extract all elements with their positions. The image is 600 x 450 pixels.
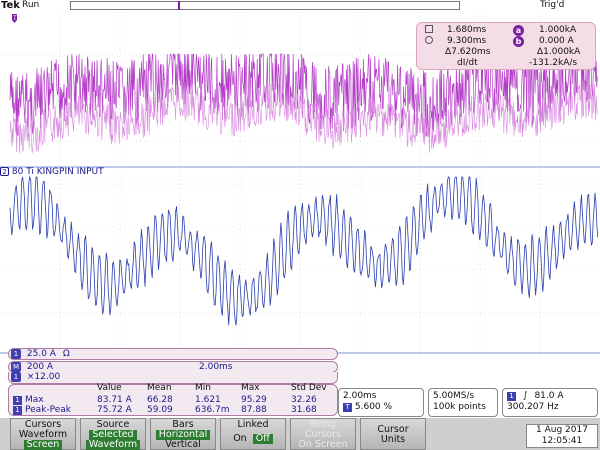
cursor-b-icon	[425, 36, 433, 44]
status-bar: Tek Run Trig'd	[0, 0, 600, 12]
softkey-menu: Cursors Waveform Screen Source Selected …	[0, 418, 600, 450]
brand-logo: Tek	[1, 0, 20, 11]
ch2-number-badge: 2	[0, 167, 9, 176]
math-scale-readout[interactable]: M 200 A 2.00ms	[8, 361, 338, 373]
trigger-state: Trig'd	[540, 0, 565, 10]
ch1-scale: 25.0 A	[26, 349, 56, 359]
math-scale: 200 A	[26, 362, 54, 372]
sample-rate: 5.00MS/s	[433, 391, 475, 401]
bring-cursors-button[interactable]: Bring Cursors On Screen	[290, 418, 356, 450]
meas-cell: 32.26	[291, 395, 317, 405]
cursor-delta-value: Δ1.000kA	[537, 47, 581, 57]
math-timescale: 2.00ms	[199, 362, 233, 372]
cursor-b-value: 0.000 A	[539, 36, 574, 46]
meas-header: Max	[241, 383, 260, 393]
meas-cell: 75.72 A	[97, 405, 132, 415]
timebase-position: 5.600 %	[354, 402, 393, 412]
trigger-frequency: 300.207 Hz	[507, 402, 559, 412]
meas-header: Min	[195, 383, 211, 393]
trigger-source-badge: 1	[507, 392, 516, 401]
run-state: Run	[22, 0, 40, 10]
meas-row-name: 1 Max	[13, 395, 44, 405]
meas-header: Value	[97, 383, 122, 393]
meas-cell: 87.88	[241, 405, 267, 415]
meas-cell: 31.68	[291, 405, 317, 415]
zoom-readout[interactable]: 1 ×12.00	[8, 372, 338, 384]
date-text: 1 Aug 2017	[536, 425, 588, 435]
cursor-a-icon	[425, 25, 433, 33]
ch1-badge: 1	[11, 349, 21, 359]
trigger-position-marker	[178, 1, 180, 10]
ch2-waveform	[9, 175, 599, 326]
meas-row-name: 1 Peak-Peak	[13, 405, 71, 415]
ch1-waveform-persist	[9, 79, 598, 154]
meas-header: Mean	[147, 383, 172, 393]
timebase-scale: 2.00ms	[343, 391, 377, 401]
linked-button[interactable]: Linked On Off	[220, 418, 286, 450]
ch1-scale-readout[interactable]: 1 25.0 A Ω	[8, 348, 338, 360]
timebase-box[interactable]: 2.00ms T 5.600 %	[338, 388, 424, 417]
waveform-display[interactable]: T	[0, 12, 600, 358]
cursors-mode-button[interactable]: Cursors Waveform Screen	[10, 418, 76, 450]
trigger-marker-icon	[12, 14, 17, 23]
zoom-factor: ×12.00	[26, 372, 61, 382]
graticule	[0, 12, 600, 358]
cursor-units-button[interactable]: Cursor Units	[360, 418, 426, 450]
meas-cell: 83.71 A	[97, 395, 132, 405]
date-time: 1 Aug 2017 12:05:41	[526, 424, 598, 448]
zoom-badge: 1	[11, 372, 21, 382]
ch2-label: 2 80 Ti KINGPIN INPUT	[0, 167, 104, 177]
measurement-table[interactable]: Value Mean Min Max Std Dev 1 Max 83.71 A 66.28 1.…	[8, 383, 338, 416]
time-text: 12:05:41	[541, 436, 583, 446]
source-button[interactable]: Source Selected Waveform	[80, 418, 146, 450]
record-view-bar	[70, 1, 460, 10]
cursor-a-value: 1.000kA	[539, 25, 577, 35]
ch2-name: 80 Ti KINGPIN INPUT	[11, 167, 104, 177]
bars-button[interactable]: Bars Horizontal Vertical	[150, 418, 216, 450]
trigger-slope-icon: ∫	[522, 391, 528, 401]
cursor-delta-time: Δ7.620ms	[445, 47, 491, 57]
meas-cell: 66.28	[147, 395, 173, 405]
cursor-readout: 1.680ms a 1.000kA 9.300ms b 0.000 A Δ7.6…	[416, 22, 596, 70]
meas-header: Std Dev	[291, 383, 327, 393]
meas-cell: 1.621	[195, 395, 221, 405]
svg-text:T: T	[12, 15, 17, 22]
trigger-level: 81.0 A	[534, 391, 564, 401]
trigger-box[interactable]: 1 ∫ 81.0 A 300.207 Hz	[502, 388, 598, 417]
record-length: 100k points	[433, 402, 486, 412]
math-badge: M	[11, 362, 21, 372]
cursor-b-time: 9.300ms	[447, 36, 487, 46]
cursor-derivative-value: -131.2kA/s	[529, 58, 578, 68]
cursor-derivative-label: dI/dt	[457, 58, 478, 68]
meas-cell: 95.29	[241, 395, 267, 405]
acquisition-box[interactable]: 5.00MS/s 100k points	[428, 388, 498, 417]
ch1-coupling-icon: Ω	[62, 349, 70, 359]
cursor-b-chip: b	[513, 36, 524, 47]
cursor-a-time: 1.680ms	[447, 25, 487, 35]
trigger-position-icon: T	[343, 403, 352, 412]
meas-cell: 59.09	[147, 405, 173, 415]
meas-cell: 636.7m	[195, 405, 230, 415]
cursor-a-chip: a	[513, 25, 524, 36]
